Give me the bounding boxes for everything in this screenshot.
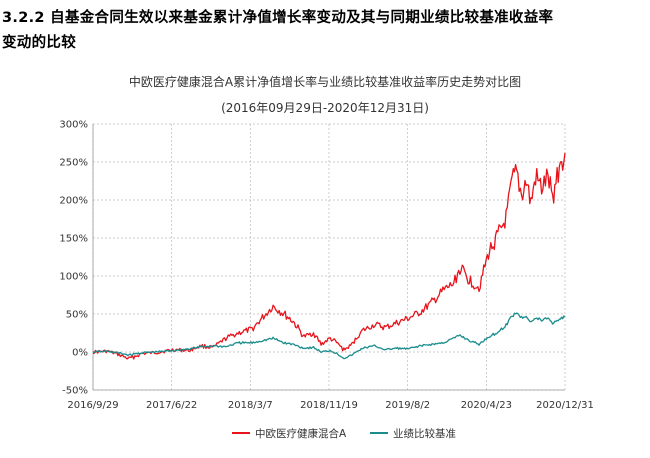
x-tick-label: 2020/4/23 xyxy=(461,400,512,411)
y-tick-label: 0% xyxy=(72,348,88,359)
legend-label: 业绩比较基准 xyxy=(393,427,456,440)
series-line-1 xyxy=(92,152,566,360)
y-tick-label: -50% xyxy=(62,386,88,397)
x-tick-label: 2017/6/22 xyxy=(146,400,197,411)
x-tick-label: 2020/12/31 xyxy=(536,400,594,411)
x-tick-label: 2018/3/7 xyxy=(228,400,273,411)
series-line-2 xyxy=(92,312,566,360)
x-tick-label: 2018/11/19 xyxy=(300,400,358,411)
section-heading: 3.2.2 自基金合同生效以来基金累计净值增长率变动及其与同期业绩比较基准收益率… xyxy=(2,6,642,56)
y-tick-label: 150% xyxy=(59,234,88,245)
y-tick-label: 200% xyxy=(59,196,88,207)
section-heading-line1: 3.2.2 自基金合同生效以来基金累计净值增长率变动及其与同期业绩比较基准收益率 xyxy=(2,10,554,26)
x-tick-label: 2016/9/29 xyxy=(67,400,118,411)
chart-title: 中欧医疗健康混合A累计净值增长率与业绩比较基准收益率历史走势对比图 xyxy=(128,75,522,89)
y-tick-label: 250% xyxy=(59,158,88,169)
section-heading-line2: 变动的比较 xyxy=(2,35,76,51)
x-tick-label: 2019/8/2 xyxy=(385,400,430,411)
y-tick-label: 50% xyxy=(66,310,88,321)
chart-subtitle: (2016年09月29日-2020年12月31日) xyxy=(221,101,429,115)
y-tick-label: 300% xyxy=(59,120,88,131)
legend-label: 中欧医疗健康混合A xyxy=(255,427,347,440)
y-tick-label: 100% xyxy=(59,272,88,283)
